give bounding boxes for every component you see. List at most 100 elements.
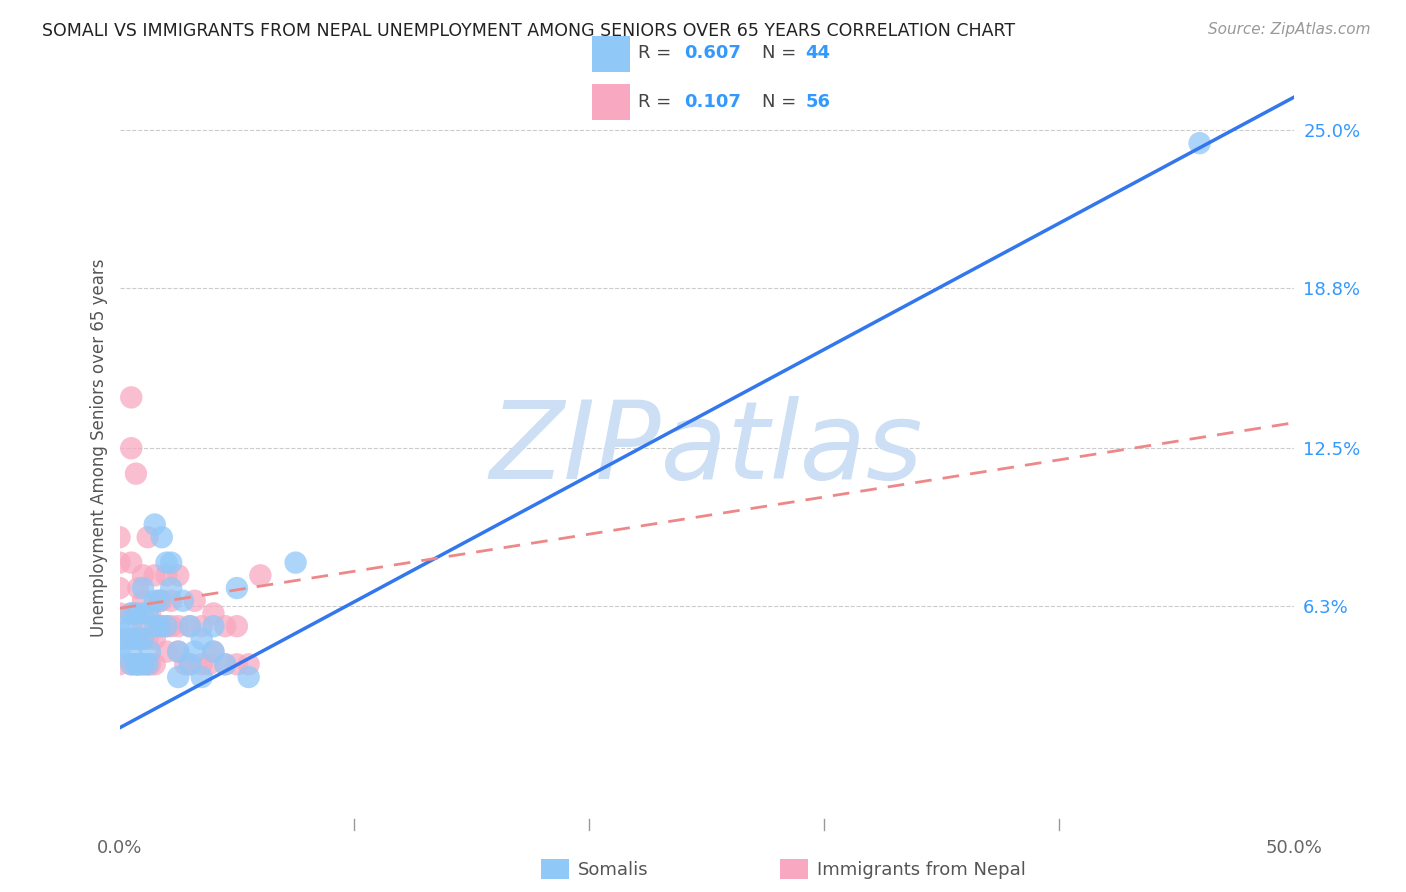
- Point: [136, 657, 159, 672]
- Point: [190, 657, 212, 672]
- Text: 0.107: 0.107: [685, 93, 741, 111]
- Point: [108, 581, 131, 595]
- Point: [108, 619, 131, 633]
- Point: [249, 568, 271, 582]
- Point: [136, 657, 159, 672]
- Point: [125, 632, 148, 646]
- Point: [160, 619, 183, 633]
- Point: [108, 607, 131, 621]
- FancyBboxPatch shape: [592, 84, 630, 120]
- Point: [225, 581, 249, 595]
- Point: [174, 657, 197, 672]
- Point: [132, 657, 155, 672]
- Point: [167, 644, 190, 658]
- Point: [120, 607, 142, 621]
- Text: SOMALI VS IMMIGRANTS FROM NEPAL UNEMPLOYMENT AMONG SENIORS OVER 65 YEARS CORRELA: SOMALI VS IMMIGRANTS FROM NEPAL UNEMPLOY…: [42, 22, 1015, 40]
- Point: [179, 619, 201, 633]
- Text: R =: R =: [638, 93, 678, 111]
- Point: [108, 556, 131, 570]
- Point: [108, 632, 131, 646]
- Point: [136, 530, 159, 544]
- Point: [120, 632, 142, 646]
- Point: [214, 619, 236, 633]
- Point: [167, 619, 190, 633]
- Text: N =: N =: [762, 45, 803, 62]
- Point: [127, 581, 149, 595]
- Point: [183, 644, 205, 658]
- Point: [125, 467, 148, 481]
- Point: [125, 607, 148, 621]
- Point: [202, 644, 225, 658]
- Point: [214, 657, 236, 672]
- Point: [127, 632, 149, 646]
- Point: [148, 594, 170, 608]
- Text: Somalis: Somalis: [578, 861, 648, 879]
- Point: [284, 556, 307, 570]
- Point: [197, 657, 219, 672]
- Point: [155, 644, 177, 658]
- Point: [120, 391, 142, 405]
- Point: [139, 607, 162, 621]
- Point: [132, 568, 155, 582]
- Text: N =: N =: [762, 93, 803, 111]
- Point: [225, 657, 249, 672]
- Point: [108, 530, 131, 544]
- FancyBboxPatch shape: [592, 36, 630, 72]
- Point: [139, 644, 162, 658]
- Point: [160, 556, 183, 570]
- Point: [143, 517, 166, 532]
- Point: [190, 670, 212, 684]
- Point: [238, 670, 260, 684]
- Text: ZIPatlas: ZIPatlas: [489, 396, 924, 500]
- Point: [155, 568, 177, 582]
- Point: [150, 619, 173, 633]
- Point: [155, 619, 177, 633]
- Point: [167, 568, 190, 582]
- Text: 56: 56: [806, 93, 831, 111]
- Point: [202, 644, 225, 658]
- Text: Source: ZipAtlas.com: Source: ZipAtlas.com: [1208, 22, 1371, 37]
- Point: [132, 632, 155, 646]
- Point: [125, 657, 148, 672]
- Point: [120, 644, 142, 658]
- Point: [127, 657, 149, 672]
- Point: [183, 594, 205, 608]
- Point: [160, 594, 183, 608]
- Point: [150, 530, 173, 544]
- Text: R =: R =: [638, 45, 678, 62]
- Point: [225, 619, 249, 633]
- Point: [120, 657, 142, 672]
- Text: Immigrants from Nepal: Immigrants from Nepal: [817, 861, 1026, 879]
- Point: [143, 619, 166, 633]
- Point: [108, 632, 131, 646]
- Point: [120, 607, 142, 621]
- Point: [127, 657, 149, 672]
- Point: [179, 657, 201, 672]
- Point: [120, 441, 142, 455]
- Point: [132, 657, 155, 672]
- Point: [125, 607, 148, 621]
- Point: [108, 657, 131, 672]
- Point: [167, 670, 190, 684]
- Point: [160, 581, 183, 595]
- Point: [1188, 136, 1211, 151]
- Point: [132, 594, 155, 608]
- Point: [202, 607, 225, 621]
- Point: [190, 619, 212, 633]
- Point: [190, 632, 212, 646]
- Point: [139, 657, 162, 672]
- Point: [179, 619, 201, 633]
- Point: [120, 632, 142, 646]
- Point: [172, 594, 194, 608]
- Point: [148, 594, 170, 608]
- Point: [179, 657, 201, 672]
- Point: [120, 657, 142, 672]
- Point: [127, 632, 149, 646]
- Point: [143, 632, 166, 646]
- Point: [214, 657, 236, 672]
- Point: [143, 594, 166, 608]
- Point: [120, 556, 142, 570]
- Point: [155, 556, 177, 570]
- Point: [148, 619, 170, 633]
- Point: [148, 619, 170, 633]
